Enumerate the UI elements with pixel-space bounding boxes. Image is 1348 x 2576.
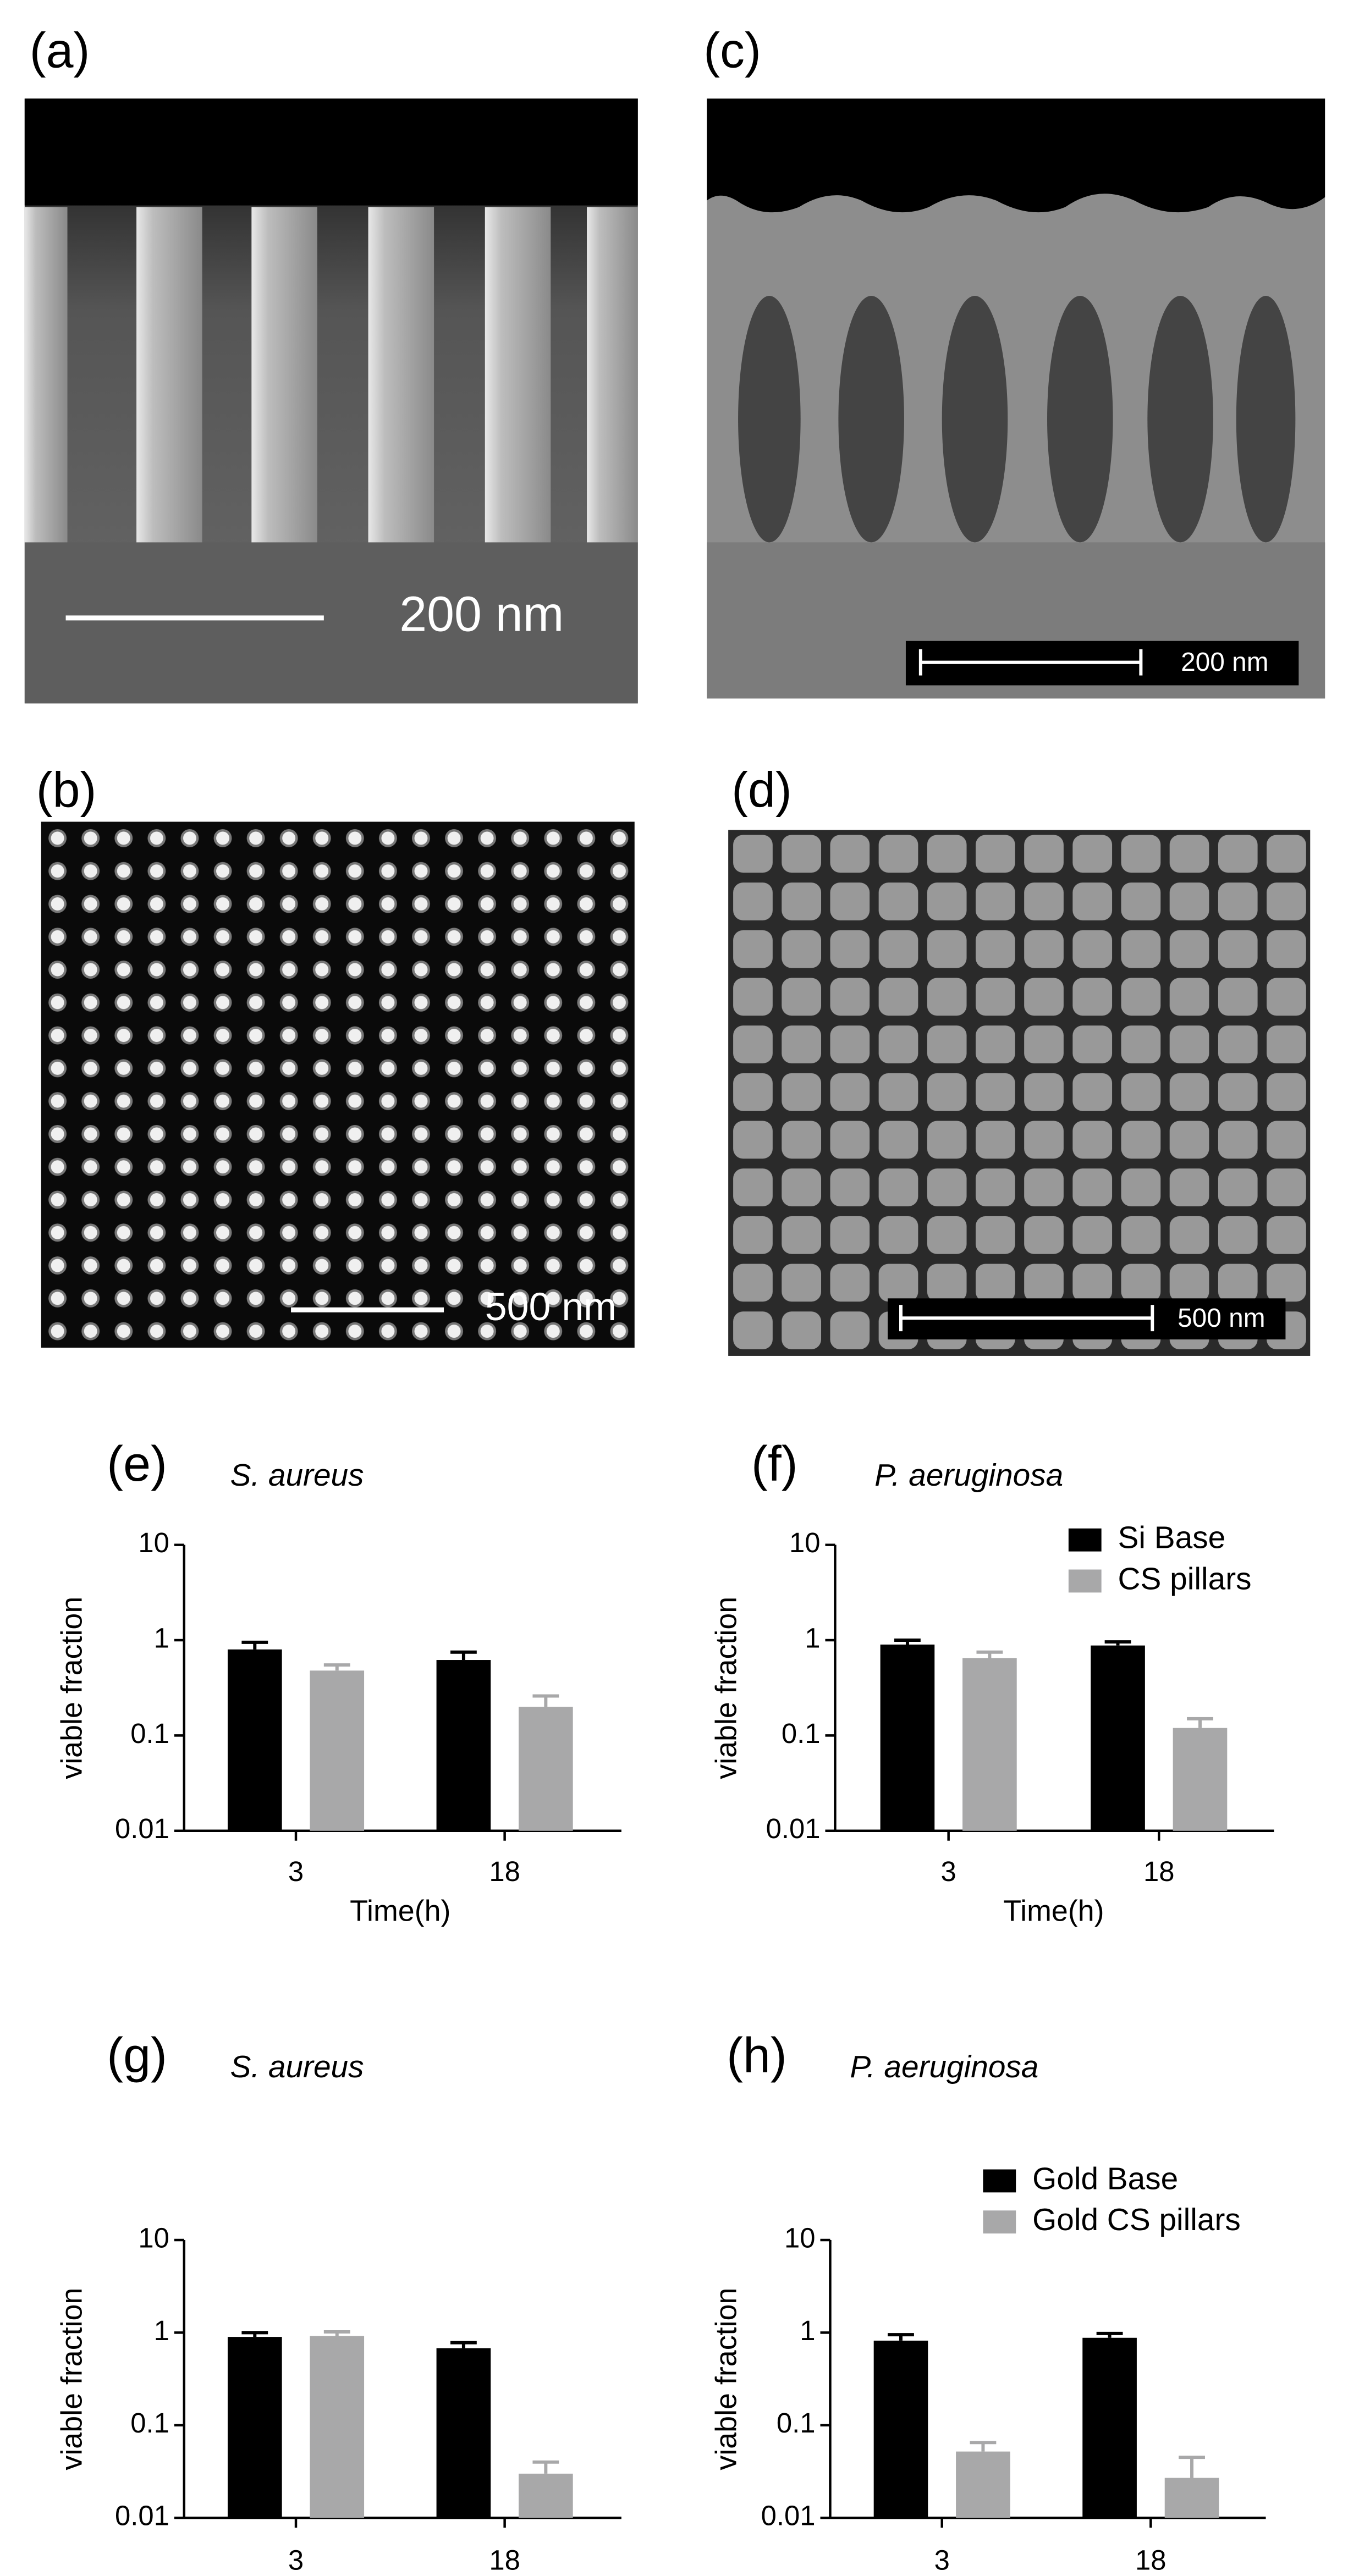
error-bar <box>241 1640 268 1650</box>
bar <box>310 2336 365 2518</box>
y-axis-title: viable fraction <box>56 2288 89 2470</box>
error-bar <box>450 2341 477 2348</box>
y-tick-label: 0.01 <box>761 2500 816 2531</box>
error-bar <box>323 1663 350 1671</box>
bar <box>880 1644 935 1831</box>
error-bar <box>894 1639 921 1645</box>
error-bar <box>1104 1640 1131 1646</box>
legend-swatch <box>983 2210 1016 2234</box>
error-bar <box>323 2330 350 2336</box>
x-tick-label: 18 <box>1143 1856 1175 1887</box>
legend-label: Gold Base <box>1032 2161 1178 2196</box>
y-tick-label: 0.1 <box>130 2407 169 2439</box>
scale-bar-label: 500 nm <box>1178 1304 1265 1333</box>
y-tick-label: 0.1 <box>782 1718 821 1749</box>
bar <box>436 2348 491 2518</box>
error-bar <box>970 2441 997 2452</box>
error-bar <box>888 2333 914 2341</box>
panel-label: (c) <box>703 23 761 78</box>
bar <box>1173 1728 1228 1831</box>
legend-label: Gold CS pillars <box>1032 2203 1241 2237</box>
chart-title: P. aeruginosa <box>874 1458 1063 1493</box>
y-axis-title: viable fraction <box>56 1597 89 1779</box>
error-bar <box>450 1650 477 1661</box>
x-tick-label: 18 <box>1135 2544 1167 2575</box>
x-axis-title: Time(h) <box>350 1894 450 1927</box>
panel-label: (h) <box>727 2028 787 2083</box>
y-tick-label: 1 <box>805 1622 820 1653</box>
error-bar <box>1179 2456 1205 2478</box>
bar <box>962 1658 1017 1831</box>
bar <box>873 2340 928 2518</box>
y-tick-label: 0.01 <box>115 2500 169 2531</box>
x-tick-label: 3 <box>941 1856 956 1887</box>
sem-image-c <box>707 98 1325 699</box>
bar <box>1164 2478 1219 2518</box>
bar <box>1091 1645 1145 1831</box>
bar <box>519 2473 573 2518</box>
y-axis-title: viable fraction <box>709 2288 742 2470</box>
legend-swatch <box>1068 1528 1102 1552</box>
sem-image-b <box>41 821 635 1348</box>
x-tick-label: 3 <box>288 2544 304 2575</box>
panel-label: (g) <box>107 2028 167 2083</box>
y-tick-label: 1 <box>154 1622 169 1653</box>
error-bar <box>532 1694 559 1707</box>
legend-label: Si Base <box>1118 1521 1226 1555</box>
error-bar <box>241 2331 268 2337</box>
y-tick-label: 10 <box>138 2222 169 2253</box>
y-tick-label: 0.01 <box>115 1813 169 1844</box>
bar <box>227 2337 282 2518</box>
sem-image-d <box>728 830 1311 1356</box>
sem-image-a <box>24 98 638 704</box>
bar <box>227 1649 282 1831</box>
legend-swatch <box>1068 1569 1102 1593</box>
panel-label: (f) <box>751 1437 798 1492</box>
y-tick-label: 10 <box>789 1527 821 1558</box>
x-tick-label: 3 <box>934 2544 950 2575</box>
x-tick-label: 3 <box>288 1856 304 1887</box>
bar <box>956 2451 1010 2518</box>
scale-bar-label: 200 nm <box>399 587 564 642</box>
error-bar <box>976 1650 1003 1658</box>
chart-title: P. aeruginosa <box>850 2050 1038 2084</box>
legend-label: CS pillars <box>1118 1562 1252 1596</box>
x-tick-label: 18 <box>489 1856 520 1887</box>
error-bar <box>532 2460 559 2474</box>
scale-bar-label: 500 nm <box>485 1285 617 1329</box>
panel-label: (b) <box>36 763 97 818</box>
y-tick-label: 10 <box>784 2222 816 2253</box>
error-bar <box>1096 2331 1123 2338</box>
y-tick-label: 1 <box>800 2315 815 2346</box>
bar <box>436 1660 491 1831</box>
y-tick-label: 0.1 <box>777 2407 816 2439</box>
chart-title: S. aureus <box>230 2050 364 2084</box>
error-bar <box>1187 1717 1213 1728</box>
x-axis-title: Time(h) <box>1003 1894 1104 1927</box>
y-axis-title: viable fraction <box>709 1597 742 1779</box>
bar <box>1082 2337 1137 2518</box>
scale-bar-label: 200 nm <box>1181 648 1268 677</box>
chart-title: S. aureus <box>230 1458 364 1493</box>
x-tick-label: 18 <box>489 2544 520 2575</box>
bar <box>310 1670 365 1831</box>
y-tick-label: 0.01 <box>766 1813 821 1844</box>
y-tick-label: 1 <box>154 2315 169 2346</box>
panel-label: (e) <box>107 1437 167 1492</box>
panel-label: (d) <box>731 763 792 818</box>
panel-label: (a) <box>30 23 90 78</box>
y-tick-label: 10 <box>138 1527 169 1558</box>
bar <box>519 1707 573 1831</box>
legend-swatch <box>983 2169 1016 2193</box>
y-tick-label: 0.1 <box>130 1718 169 1749</box>
